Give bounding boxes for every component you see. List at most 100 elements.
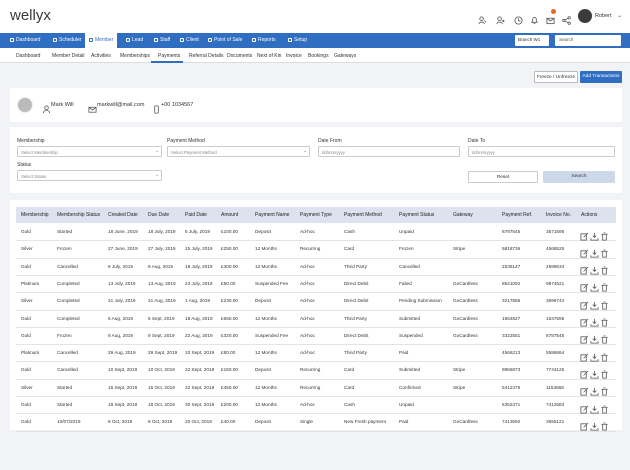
delete-icon[interactable]: [600, 262, 609, 275]
table-cell: 6 Oct, 2019: [148, 419, 173, 425]
table-cell: 8 Aug, 2019: [148, 263, 174, 269]
table-cell: Gold: [21, 367, 31, 373]
subnav-item[interactable]: Payments: [158, 53, 181, 59]
subnav-item[interactable]: Dashboard: [16, 53, 41, 59]
table-cell: 13 Aug, 2019: [148, 280, 176, 286]
user-name[interactable]: Robert: [595, 13, 612, 19]
delete-icon[interactable]: [600, 279, 609, 292]
filter-input[interactable]: dd/mm/yyyy: [468, 146, 615, 157]
header-icon[interactable]: [514, 12, 523, 25]
download-icon[interactable]: [590, 245, 599, 258]
table-cell: 8787545: [546, 332, 565, 338]
subnav-item[interactable]: Invoice: [286, 53, 302, 59]
download-icon[interactable]: [590, 314, 599, 327]
nav-item[interactable]: Reports: [258, 37, 276, 43]
edit-icon[interactable]: [580, 349, 589, 362]
table-cell: Recurring: [300, 246, 321, 252]
column-header: Payment Status: [399, 212, 435, 218]
subnav-item[interactable]: Memberships: [120, 53, 151, 59]
download-icon[interactable]: [590, 418, 599, 431]
nav-item[interactable]: Setup: [294, 37, 308, 43]
header-icon[interactable]: [530, 12, 539, 25]
delete-icon[interactable]: [600, 245, 609, 258]
header-icon[interactable]: [546, 12, 555, 25]
nav-item[interactable]: Staff: [160, 37, 171, 43]
delete-icon[interactable]: [600, 366, 609, 379]
subnav-item[interactable]: Documents: [227, 53, 253, 59]
search-button[interactable]: Search: [543, 171, 615, 183]
nav-item[interactable]: Client: [186, 37, 199, 43]
nav-icon: [208, 38, 212, 42]
table-cell: Started: [57, 402, 73, 407]
freeze-button[interactable]: Freeze / Unfreeze: [534, 71, 578, 83]
table-cell: Ad-hoc: [300, 280, 315, 286]
filter-input[interactable]: Select Membership: [17, 146, 162, 157]
download-icon[interactable]: [590, 366, 599, 379]
table-cell: 7413692: [502, 419, 521, 425]
table-cell: Deposit: [255, 367, 271, 373]
download-icon[interactable]: [590, 401, 599, 414]
table-row-divider: [16, 396, 616, 397]
nav-item[interactable]: Member: [85, 33, 118, 48]
nav-item[interactable]: Lead: [132, 37, 144, 43]
user-avatar[interactable]: [578, 9, 592, 23]
subnav-item[interactable]: Gateways: [334, 53, 357, 59]
table-cell: 23 July, 2019: [185, 280, 213, 286]
delete-icon[interactable]: [600, 383, 609, 396]
filter-input[interactable]: Select Payment Method: [167, 146, 310, 157]
delete-icon[interactable]: [600, 228, 609, 241]
table-cell: Suspended: [399, 332, 423, 338]
edit-icon[interactable]: [580, 245, 589, 258]
table-cell: £40.00: [221, 419, 236, 425]
download-icon[interactable]: [590, 262, 599, 275]
download-icon[interactable]: [590, 383, 599, 396]
edit-icon[interactable]: [580, 262, 589, 275]
delete-icon[interactable]: [600, 349, 609, 362]
header-icon[interactable]: [562, 12, 571, 25]
add-button[interactable]: Add Transactions: [580, 71, 622, 83]
nav-item[interactable]: Point of Sale: [214, 37, 243, 43]
edit-icon[interactable]: [580, 279, 589, 292]
subnav-item[interactable]: Bookings: [308, 53, 329, 59]
reset-button[interactable]: Reset: [468, 171, 538, 183]
subnav-item[interactable]: Member Detail: [52, 53, 85, 59]
download-icon[interactable]: [590, 349, 599, 362]
table-cell: Pending Submission: [399, 298, 442, 304]
search-input[interactable]: Search: [555, 35, 621, 46]
download-icon[interactable]: [590, 331, 599, 344]
subnav-item[interactable]: Next of Kin: [257, 53, 282, 59]
branch-select[interactable]: Branch W1: [515, 35, 549, 46]
filter-input[interactable]: dd/mm/yyyy: [318, 146, 460, 157]
table-cell: Ad-hoc: [300, 263, 315, 269]
table-cell: 5818736: [502, 246, 521, 252]
delete-icon[interactable]: [600, 401, 609, 414]
subnav-item[interactable]: Activities: [91, 53, 111, 59]
delete-icon[interactable]: [600, 314, 609, 327]
logo[interactable]: wellyx: [10, 7, 51, 24]
edit-icon[interactable]: [580, 383, 589, 396]
edit-icon[interactable]: [580, 366, 589, 379]
nav-item[interactable]: Scheduler: [59, 37, 82, 43]
nav-item[interactable]: Dashboard: [16, 37, 41, 43]
edit-icon[interactable]: [580, 401, 589, 414]
delete-icon[interactable]: [600, 331, 609, 344]
edit-icon[interactable]: [580, 331, 589, 344]
table-cell: 4566213: [502, 350, 521, 356]
header-icon[interactable]: [496, 12, 505, 25]
delete-icon[interactable]: [600, 418, 609, 431]
header-icon[interactable]: [478, 12, 487, 25]
edit-icon[interactable]: [580, 418, 589, 431]
table-cell: Ad-hoc: [300, 402, 315, 407]
table-cell: 1537595: [546, 315, 565, 321]
download-icon[interactable]: [590, 279, 599, 292]
subnav-item[interactable]: Referral Details: [189, 53, 224, 59]
edit-icon[interactable]: [580, 297, 589, 310]
download-icon[interactable]: [590, 297, 599, 310]
column-header: Actions: [581, 212, 598, 218]
download-icon[interactable]: [590, 228, 599, 241]
edit-icon[interactable]: [580, 314, 589, 327]
edit-icon[interactable]: [580, 228, 589, 241]
filter-input[interactable]: Select Status: [17, 170, 162, 181]
delete-icon[interactable]: [600, 297, 609, 310]
table-cell: Silver: [21, 246, 33, 252]
